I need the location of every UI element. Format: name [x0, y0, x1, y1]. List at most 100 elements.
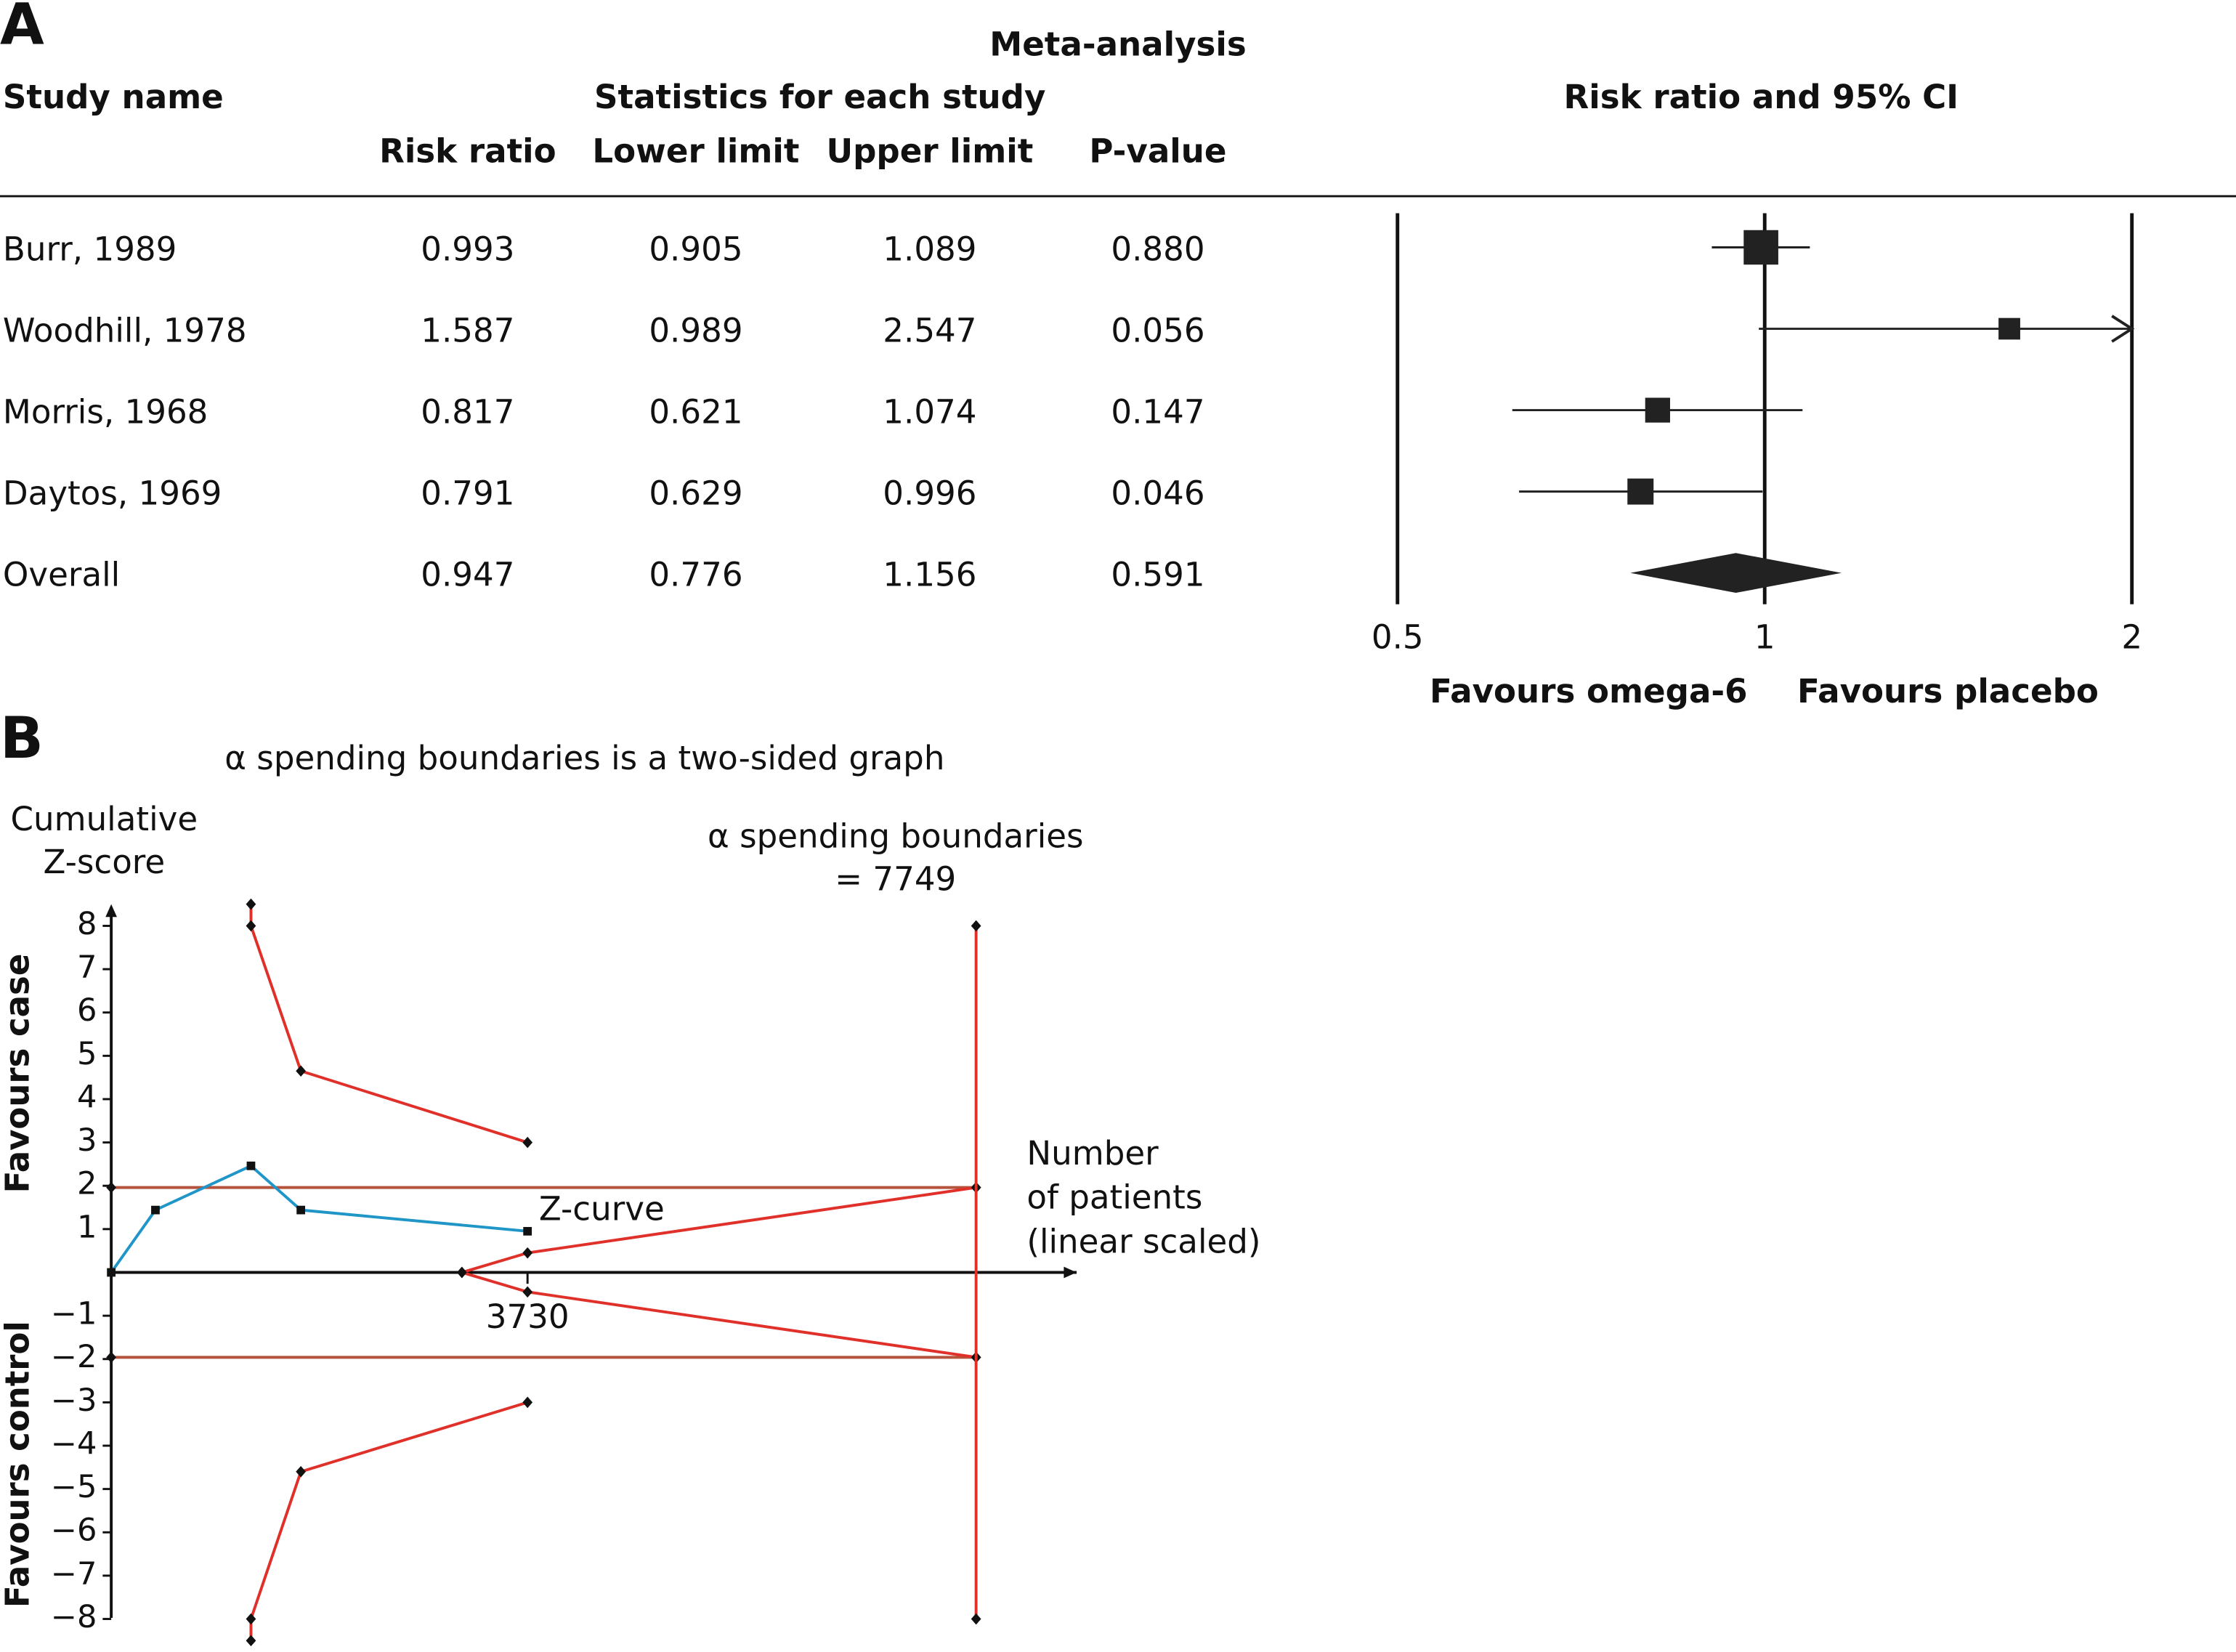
point-marker — [246, 898, 256, 910]
point-marker — [523, 1226, 532, 1236]
study-name: Morris, 1968 — [3, 393, 208, 432]
table-cell: 0.147 — [1111, 393, 1204, 432]
panel-label: A — [0, 0, 44, 58]
x-axis-label: Number — [1026, 1134, 1159, 1173]
y-tick-label: −8 — [51, 1599, 97, 1635]
study-name: Daytos, 1969 — [3, 474, 222, 513]
point-estimate — [1998, 317, 2020, 340]
column-header: Study name — [3, 78, 224, 116]
study-name: Woodhill, 1978 — [3, 311, 247, 349]
annotation: α spending boundaries — [708, 817, 1084, 856]
table-cell: 0.996 — [883, 474, 976, 513]
point-marker — [107, 1268, 116, 1277]
column-header: P-value — [1089, 131, 1226, 170]
column-header: Lower limit — [592, 131, 799, 170]
group-header: Statistics for each study — [594, 78, 1045, 116]
annotation: Favours omega-6 — [1430, 672, 1748, 710]
table-cell: 0.056 — [1111, 311, 1204, 349]
title: α spending boundaries is a two-sided gra… — [224, 739, 944, 777]
table-cell: 0.791 — [421, 474, 514, 513]
x-tick-label: 1 — [1754, 618, 1775, 657]
x-tick-label: 2 — [2121, 618, 2142, 657]
y-tick-label: −7 — [51, 1555, 97, 1592]
table-cell: 2.547 — [883, 311, 976, 349]
table-cell: 1.074 — [883, 393, 976, 432]
y-tick-label: 5 — [77, 1036, 97, 1072]
y-tick-label: −2 — [51, 1339, 97, 1375]
point-marker — [151, 1205, 160, 1215]
table-cell: 0.880 — [1111, 230, 1204, 268]
point-marker — [246, 1613, 256, 1625]
y-axis-arrow — [105, 904, 117, 918]
table-cell: 1.156 — [883, 556, 976, 594]
point-marker — [246, 1161, 256, 1170]
annotation: Favours placebo — [1797, 672, 2099, 710]
point-estimate — [1645, 397, 1670, 423]
x-tick-label: 0.5 — [1372, 618, 1424, 657]
ci-arrow — [2111, 315, 2135, 343]
table-cell: 0.993 — [421, 230, 514, 268]
y-tick-label: −6 — [51, 1513, 97, 1549]
y-tick-label: −3 — [51, 1382, 97, 1419]
x-tick-label: 3730 — [486, 1297, 570, 1336]
series-label: Z-curve — [539, 1189, 665, 1228]
y-tick-label: −5 — [51, 1469, 97, 1505]
table-cell: 1.089 — [883, 230, 976, 268]
y-tick-label: 7 — [77, 950, 97, 986]
annotation: = 7749 — [835, 859, 956, 898]
y-tick-label: 2 — [77, 1166, 97, 1202]
y-tick-label: 4 — [77, 1080, 97, 1116]
column-header: Upper limit — [826, 131, 1033, 170]
point-marker — [296, 1465, 307, 1478]
point-marker — [522, 1247, 533, 1259]
y-tick-label: −4 — [51, 1426, 97, 1462]
table-cell: 0.905 — [649, 230, 742, 268]
x-axis-arrow — [1064, 1266, 1077, 1279]
point-marker — [296, 1205, 306, 1215]
y-axis-label: Cumulative — [11, 800, 198, 838]
annotation: Favours case — [0, 954, 37, 1194]
table-cell: 0.989 — [649, 311, 742, 349]
point-marker — [246, 1635, 256, 1647]
y-tick-label: 3 — [77, 1122, 97, 1159]
point-marker — [456, 1266, 467, 1279]
y-tick-label: 1 — [77, 1209, 97, 1245]
y-tick-label: −1 — [51, 1296, 97, 1332]
point-marker — [522, 1396, 533, 1409]
table-cell: 0.629 — [649, 474, 742, 513]
point-marker — [106, 1181, 116, 1194]
series-line — [249, 904, 528, 1144]
table-cell: 0.621 — [649, 393, 742, 432]
table-cell: 1.587 — [421, 311, 514, 349]
series-line — [110, 1164, 528, 1274]
point-estimate — [1627, 478, 1654, 505]
point-marker — [106, 1351, 116, 1364]
summary-diamond — [1630, 553, 1842, 594]
y-tick-label: 6 — [77, 992, 97, 1029]
table-cell: 0.046 — [1111, 474, 1204, 513]
column-header: Risk ratio — [379, 131, 556, 170]
point-marker — [296, 1065, 307, 1077]
title: Meta-analysis — [989, 25, 1246, 64]
annotation: Favours control — [0, 1321, 37, 1608]
point-marker — [522, 1136, 533, 1149]
point-marker — [522, 1286, 533, 1298]
x-axis-label: of patients — [1026, 1178, 1202, 1217]
point-marker — [246, 920, 256, 932]
table-cell: 0.591 — [1111, 556, 1204, 594]
table-cell: 0.817 — [421, 393, 514, 432]
point-estimate — [1743, 230, 1778, 265]
point-marker — [971, 920, 981, 932]
point-marker — [971, 1613, 981, 1625]
table-cell: 0.947 — [421, 556, 514, 594]
panel-label: B — [0, 705, 44, 772]
study-name: Overall — [3, 556, 120, 594]
table-cell: 0.776 — [649, 556, 742, 594]
y-tick-label: 8 — [77, 906, 97, 942]
x-axis-label: (linear scaled) — [1026, 1222, 1260, 1260]
plot-title: Risk ratio and 95% CI — [1564, 78, 1959, 116]
y-axis-label: Z-score — [43, 843, 165, 881]
series-line — [249, 1401, 528, 1641]
